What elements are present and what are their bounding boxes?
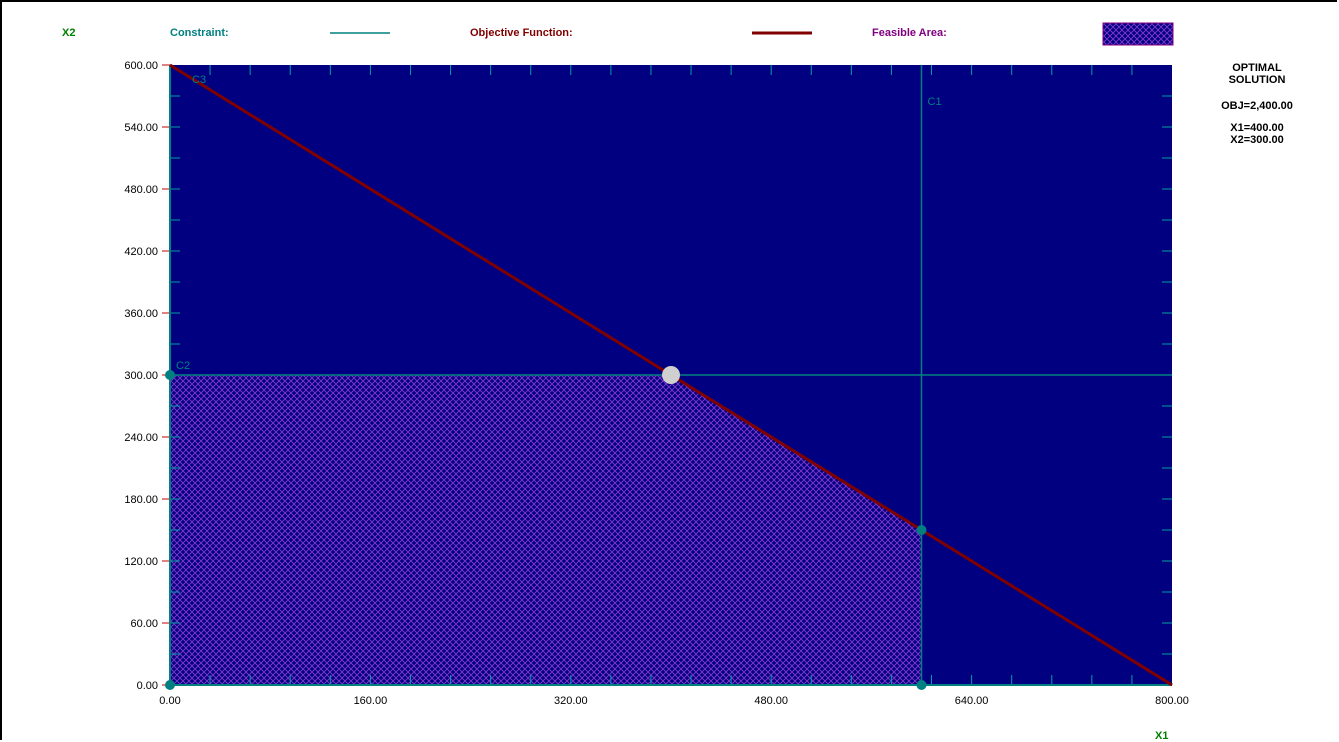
- x-tick-label: 640.00: [955, 695, 989, 707]
- legend-constraint-label: Constraint:: [170, 27, 229, 39]
- x-tick-label: 0.00: [159, 695, 180, 707]
- solution-obj: OBJ=2,400.00: [1221, 100, 1293, 112]
- vertex-point: [916, 680, 927, 690]
- solution-x1: X1=400.00: [1230, 122, 1284, 134]
- legend-objective-label: Objective Function:: [470, 27, 573, 39]
- y-tick-label: 300.00: [124, 370, 158, 382]
- solution-title-1: OPTIMAL: [1232, 62, 1282, 74]
- y-tick-label: 600.00: [124, 60, 158, 72]
- y-axis-title: X2: [62, 27, 75, 39]
- y-tick-label: 60.00: [130, 618, 158, 630]
- y-tick-label: 120.00: [124, 556, 158, 568]
- y-tick-label: 420.00: [124, 246, 158, 258]
- optimal-point: [662, 366, 680, 384]
- tick-label-layer: C1 C2 C3 0.00 160.00 320.00 480.00 640.00 800.00…: [124, 60, 1188, 707]
- x-axis-title: X1: [1155, 730, 1168, 742]
- y-tick-label: 240.00: [124, 432, 158, 444]
- y-tick-label: 0.00: [137, 680, 158, 692]
- y-tick-label: 360.00: [124, 308, 158, 320]
- vertex-point: [165, 680, 175, 690]
- x-tick-label: 800.00: [1155, 695, 1189, 707]
- vertex-point: [916, 525, 927, 535]
- x-tick-label: 320.00: [554, 695, 588, 707]
- vertex-layer: [165, 366, 927, 690]
- legend-feasible-swatch: [1102, 22, 1174, 46]
- vertex-point: [165, 370, 175, 380]
- feasible-region: [170, 375, 922, 685]
- solution-x2: X2=300.00: [1230, 134, 1284, 146]
- legend-feasible-label: Feasible Area:: [872, 27, 947, 39]
- constraint-label-c2: C2: [176, 360, 190, 372]
- optimal-solution-panel: OPTIMAL SOLUTION OBJ=2,400.00 X1=400.00 …: [1196, 62, 1318, 146]
- y-tick-label: 480.00: [124, 184, 158, 196]
- constraint-label-c1: C1: [928, 96, 942, 108]
- y-tick-label: 540.00: [124, 122, 158, 134]
- solution-title-2: SOLUTION: [1228, 74, 1286, 86]
- x-tick-label: 160.00: [354, 695, 388, 707]
- y-tick-label: 180.00: [124, 494, 158, 506]
- feasible-region-layer: [170, 375, 922, 685]
- x-tick-label: 480.00: [754, 695, 788, 707]
- constraint-label-c3: C3: [192, 74, 206, 86]
